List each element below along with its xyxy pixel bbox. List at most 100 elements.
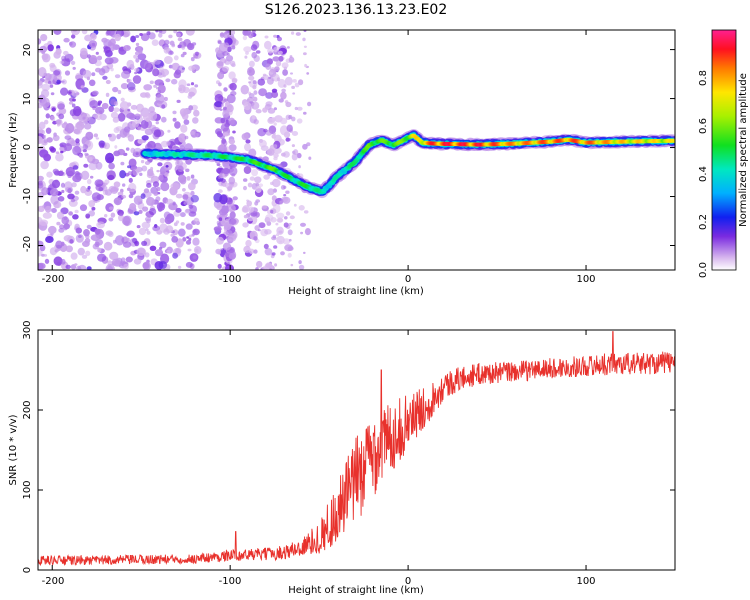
noise-speckle — [156, 230, 163, 235]
noise-speckle — [110, 186, 119, 194]
noise-speckle — [265, 214, 274, 222]
noise-speckle — [175, 207, 182, 213]
noise-speckle — [113, 150, 121, 157]
noise-speckle — [130, 35, 137, 43]
noise-speckle — [272, 234, 277, 239]
noise-speckle — [167, 141, 171, 145]
noise-speckle — [82, 149, 87, 153]
ridge-core — [671, 138, 675, 143]
noise-speckle — [262, 107, 268, 113]
noise-speckle — [123, 263, 129, 270]
noise-speckle — [74, 190, 80, 195]
noise-speckle — [53, 70, 61, 76]
noise-speckle — [96, 221, 105, 229]
noise-speckle — [141, 240, 148, 246]
noise-speckle — [75, 234, 84, 243]
y-tick-label: 20 — [22, 44, 33, 57]
noise-speckle — [217, 49, 222, 54]
noise-speckle — [118, 212, 124, 217]
noise-speckle — [283, 222, 289, 228]
noise-speckle — [217, 71, 225, 80]
noise-speckle — [190, 57, 195, 62]
noise-speckle — [115, 126, 123, 132]
noise-speckle — [69, 239, 74, 244]
noise-speckle — [228, 252, 236, 260]
noise-speckle — [190, 174, 195, 179]
noise-speckle — [103, 46, 111, 53]
noise-speckle — [68, 101, 74, 105]
noise-speckle — [99, 142, 105, 149]
noise-speckle — [223, 132, 229, 137]
noise-speckle — [110, 212, 116, 218]
noise-speckle — [231, 45, 236, 50]
noise-speckle — [161, 104, 166, 109]
noise-speckle — [138, 227, 147, 236]
noise-speckle — [281, 152, 286, 157]
noise-speckle — [77, 247, 86, 256]
noise-speckle — [87, 185, 91, 190]
noise-speckle — [288, 222, 292, 226]
noise-speckle — [276, 226, 284, 235]
noise-speckle — [70, 252, 78, 260]
noise-speckle — [38, 175, 44, 181]
noise-speckle — [281, 196, 289, 203]
noise-speckle — [155, 94, 165, 104]
noise-speckle — [143, 188, 150, 194]
noise-speckle — [281, 88, 286, 93]
noise-speckle — [135, 152, 139, 156]
noise-speckle — [85, 213, 91, 219]
noise-speckle — [232, 196, 238, 201]
noise-speckle — [291, 116, 296, 122]
noise-speckle — [125, 256, 133, 263]
x-axis-label: Height of straight line (km) — [288, 585, 424, 596]
noise-speckle — [284, 216, 288, 220]
noise-speckle — [80, 47, 88, 56]
noise-speckle — [273, 153, 279, 158]
noise-speckle — [182, 194, 189, 200]
noise-speckle — [253, 96, 258, 102]
noise-speckle — [60, 87, 69, 96]
noise-speckle — [182, 51, 187, 56]
noise-speckle — [177, 228, 186, 237]
noise-speckle — [163, 228, 170, 235]
noise-speckle — [187, 248, 192, 252]
y-tick-label: 0 — [22, 144, 33, 150]
noise-speckle — [253, 249, 258, 254]
noise-speckle — [45, 127, 52, 134]
noise-speckle — [252, 80, 257, 85]
noise-speckle — [190, 190, 195, 196]
noise-speckle — [222, 51, 229, 56]
noise-speckle — [185, 223, 193, 230]
noise-speckle — [228, 218, 237, 225]
noise-speckle — [232, 130, 236, 134]
noise-speckle — [56, 221, 61, 226]
noise-speckle — [168, 138, 178, 147]
noise-speckle — [170, 233, 175, 237]
noise-speckle — [277, 36, 282, 42]
noise-speckle — [115, 235, 125, 246]
noise-speckle — [296, 152, 302, 159]
noise-speckle — [108, 133, 117, 142]
noise-speckle — [272, 178, 281, 188]
noise-speckle — [136, 247, 146, 256]
noise-speckle — [41, 83, 50, 92]
noise-speckle — [60, 258, 66, 265]
noise-speckle — [279, 125, 289, 136]
noise-speckle — [276, 217, 284, 223]
noise-speckle — [249, 105, 254, 109]
noise-speckle — [103, 241, 113, 251]
noise-speckle — [255, 199, 261, 203]
noise-speckle — [143, 84, 153, 91]
noise-speckle — [82, 69, 92, 79]
noise-speckle — [49, 146, 55, 152]
noise-speckle — [38, 138, 42, 143]
noise-speckle — [50, 194, 59, 205]
noise-speckle — [106, 30, 115, 36]
y-axis-label: SNR (10 * v/v) — [8, 414, 19, 485]
noise-speckle — [112, 117, 120, 123]
noise-speckle — [219, 248, 223, 251]
noise-speckle — [120, 97, 125, 102]
noise-speckle — [251, 169, 258, 177]
noise-speckle — [80, 185, 87, 194]
